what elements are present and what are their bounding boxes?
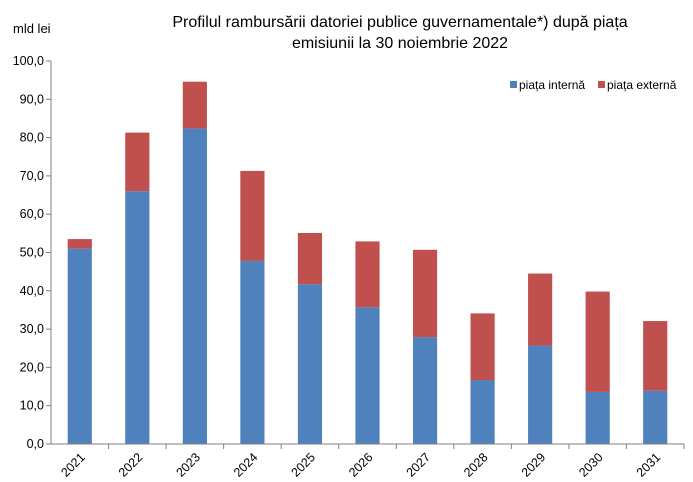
bar-external-2029 bbox=[528, 273, 553, 346]
y-tick-label: 60,0 bbox=[20, 207, 44, 221]
bar-external-2022 bbox=[125, 132, 150, 192]
x-axis-ticks: 2021 2022 2023 2024 2025 2026 2027 2028 2029 2030… bbox=[58, 444, 685, 480]
bar-external-2023 bbox=[182, 81, 207, 129]
bar-internal-2025 bbox=[297, 284, 323, 444]
y-axis-ticks: 0,0 10,0 20,0 30,0 40,0 50,0 60,0 70,0 80,0 90,0 1… bbox=[13, 54, 51, 451]
y-tick-label: 80,0 bbox=[20, 131, 44, 145]
chart-title-line-1: Profilul rambursării datoriei publice gu… bbox=[172, 14, 627, 31]
x-tick-label: 2029 bbox=[519, 450, 549, 480]
y-tick-label: 70,0 bbox=[20, 169, 44, 183]
bar-internal-2026 bbox=[355, 307, 380, 444]
bar-internal-2030 bbox=[585, 391, 610, 444]
y-tick-label: 50,0 bbox=[20, 246, 44, 260]
y-tick-label: 30,0 bbox=[20, 322, 44, 336]
bar-internal-2027 bbox=[412, 337, 438, 444]
bar-external-2030 bbox=[585, 291, 610, 392]
bar-external-2021 bbox=[67, 239, 92, 249]
y-tick-label: 90,0 bbox=[20, 92, 44, 106]
bar-external-2027 bbox=[412, 249, 438, 338]
bar-internal-2023 bbox=[182, 128, 207, 444]
bar-internal-2021 bbox=[67, 248, 92, 444]
x-tick-label: 2025 bbox=[289, 450, 319, 480]
bar-internal-2031 bbox=[643, 390, 668, 444]
bar-internal-2029 bbox=[528, 345, 553, 444]
bars bbox=[67, 81, 668, 444]
bar-external-2025 bbox=[297, 232, 323, 285]
chart-title-line-2: emisiunii la 30 noiembrie 2022 bbox=[292, 35, 508, 52]
y-tick-label: 20,0 bbox=[20, 360, 44, 374]
y-tick-label: 100,0 bbox=[13, 54, 44, 68]
bar-external-2024 bbox=[240, 170, 265, 261]
x-tick-label: 2026 bbox=[346, 450, 376, 480]
legend-label-external: piața externă bbox=[607, 78, 677, 92]
bar-internal-2028 bbox=[470, 380, 495, 444]
legend-swatch-external bbox=[598, 81, 605, 88]
x-tick-label: 2023 bbox=[173, 450, 203, 480]
bar-external-2028 bbox=[470, 313, 495, 381]
legend-label-internal: piața internă bbox=[519, 78, 585, 92]
bar-internal-2022 bbox=[125, 191, 150, 444]
x-tick-label: 2021 bbox=[58, 450, 88, 480]
bar-internal-2024 bbox=[240, 260, 265, 444]
y-tick-label: 0,0 bbox=[27, 437, 44, 451]
x-tick-label: 2027 bbox=[404, 450, 434, 480]
y-tick-label: 40,0 bbox=[20, 284, 44, 298]
legend-swatch-internal bbox=[510, 81, 517, 88]
x-tick-label: 2030 bbox=[576, 450, 606, 480]
x-tick-label: 2031 bbox=[634, 450, 664, 480]
legend: piața internă piața externă bbox=[510, 78, 677, 92]
x-tick-label: 2028 bbox=[461, 450, 491, 480]
x-tick-label: 2022 bbox=[116, 450, 146, 480]
x-tick-label: 2024 bbox=[231, 450, 261, 480]
bar-external-2026 bbox=[355, 241, 380, 308]
y-tick-label: 10,0 bbox=[20, 399, 44, 413]
bar-external-2031 bbox=[643, 321, 668, 391]
y-axis-unit-label: mld lei bbox=[13, 21, 51, 36]
